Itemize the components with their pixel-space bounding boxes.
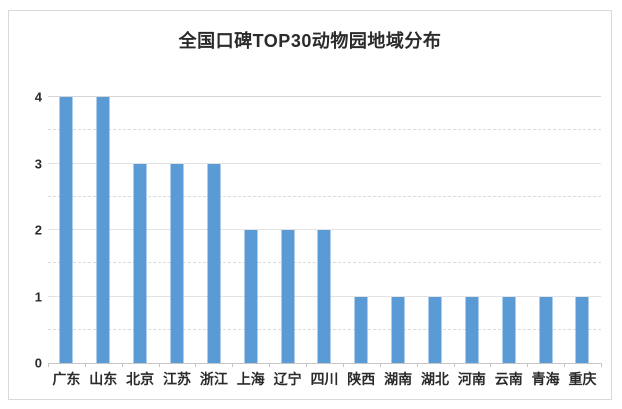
x-axis-label-河南: 河南 [457,371,486,387]
bar-河南 [465,296,479,363]
bar-辽宁 [281,230,295,363]
bar-山东 [96,97,110,363]
x-axis-tick [158,363,160,367]
y-axis-label-3: 3 [34,156,42,171]
x-axis-tick [527,363,529,367]
x-axis-label-上海: 上海 [236,371,265,387]
gridline-3 [48,162,601,164]
bar-slot-浙江 [195,97,232,363]
x-axis-label-重庆: 重庆 [568,371,597,387]
x-axis-tick [195,363,197,367]
bar-slot-辽宁 [269,97,306,363]
y-axis-label-2: 2 [34,222,42,238]
bar-湖北 [428,296,442,363]
x-axis-label-青海: 青海 [531,371,560,387]
bar-湖南 [391,296,405,363]
x-axis-label-湖北: 湖北 [421,371,450,387]
bar-slot-重庆 [564,97,601,363]
bar-广东 [59,97,73,363]
chart-title: 全国口碑TOP30动物园地域分布 [178,31,442,51]
bar-青海 [539,296,553,363]
x-axis-label-江苏: 江苏 [163,371,191,387]
x-axis-labels: 广东 山东 北京 江苏 浙江 上海 辽宁 四川 陕西 湖南 湖北 河南 云南 青海 重庆 [48,369,601,389]
gridline-3.5 [48,129,601,131]
x-axis-label-浙江: 浙江 [199,371,228,387]
y-axis-label-1: 1 [34,289,42,304]
bar-浙江 [207,163,221,363]
x-axis-tick [564,363,566,367]
x-axis-label-陕西: 陕西 [347,371,376,387]
bar-四川 [317,230,331,363]
x-axis-label-广东: 广东 [52,371,81,387]
x-axis-tick [84,363,86,367]
bar-云南 [502,296,516,363]
x-axis-label-云南: 云南 [494,371,523,387]
bar-陕西 [354,296,368,363]
y-axis: 0 1 2 3 4 [9,90,42,371]
x-axis-label-山东: 山东 [89,371,118,387]
chart-frame: 全国口碑TOP30动物园地域分布 0 1 2 3 4 广东 山东 北京 江苏 浙江 上海 辽宁 四川陕… [8,10,612,400]
bar-slot-云南 [490,97,527,363]
bar-slot-河南 [453,97,490,363]
gridline-2 [48,229,601,230]
plot-area [48,96,602,367]
x-axis-tick [306,363,308,367]
gridline-4 [48,96,601,97]
bar-重庆 [575,296,589,363]
x-axis-tick [490,363,492,367]
x-axis-label-四川: 四川 [310,371,339,387]
bar-series [48,97,601,363]
bar-slot-江苏 [159,97,196,363]
x-axis-tick [48,363,49,367]
x-axis-tick [232,363,234,367]
bar-slot-湖南 [380,97,417,363]
y-axis-label-4: 4 [34,89,42,105]
bar-江苏 [170,163,184,363]
x-axis-label-湖南: 湖南 [384,371,413,387]
bar-slot-青海 [527,97,564,363]
bar-slot-广东 [48,97,85,363]
bar-slot-湖北 [417,97,454,363]
gridline-2.5 [48,195,601,197]
x-axis-tick [416,363,418,367]
x-axis-tick [121,363,123,367]
bar-北京 [133,163,147,363]
bar-slot-上海 [232,97,269,363]
bar-slot-北京 [122,97,159,363]
bar-slot-山东 [85,97,122,363]
x-axis-label-北京: 北京 [126,371,155,387]
x-axis-tick [269,363,271,367]
bar-上海 [244,230,258,363]
bar-slot-陕西 [343,97,380,363]
x-axis-label-辽宁: 辽宁 [273,371,302,387]
x-axis-tick [453,363,455,367]
x-axis-tick [379,363,381,367]
y-axis-label-0: 0 [34,355,42,371]
x-axis-tick [601,363,602,367]
x-axis-tick [342,363,344,367]
bar-slot-四川 [306,97,343,363]
